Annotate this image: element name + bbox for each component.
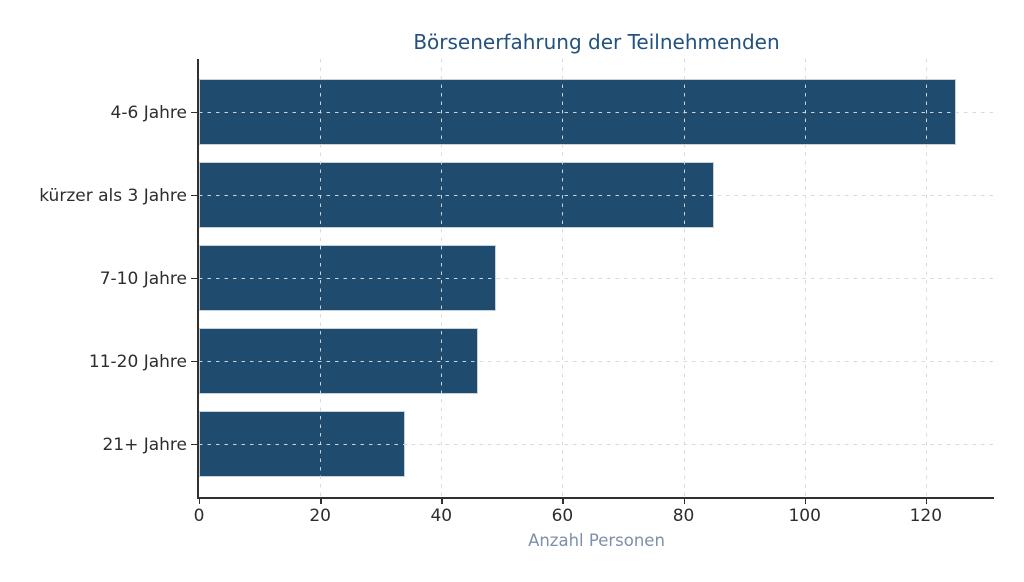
x-tick-mark: [562, 498, 564, 504]
x-tick-label: 60: [551, 506, 574, 526]
y-tick-mark: [191, 360, 197, 363]
grid-line-horizontal: [199, 360, 994, 362]
y-tick-label: 11-20 Jahre: [88, 351, 187, 372]
x-axis-spine: [197, 496, 994, 499]
x-tick-label: 80: [672, 506, 695, 526]
x-axis-label: Anzahl Personen: [528, 531, 665, 550]
y-tick-label: 7-10 Jahre: [99, 269, 187, 289]
x-tick-label: 0: [193, 506, 205, 526]
y-tick-mark: [191, 443, 197, 446]
x-tick-label: 20: [309, 506, 331, 526]
y-tick-label: kürzer als 3 Jahre: [39, 186, 187, 207]
y-tick-mark: [191, 112, 197, 114]
x-tick-mark: [925, 498, 928, 504]
y-tick-label: 21+ Jahre: [102, 434, 187, 455]
y-tick-mark: [191, 195, 197, 197]
x-tick-label: 120: [909, 506, 943, 526]
y-tick-mark: [191, 278, 197, 280]
grid-line-horizontal: [199, 112, 994, 114]
bar: [199, 327, 478, 395]
grid-line-horizontal: [199, 278, 994, 279]
x-tick-mark: [804, 498, 807, 504]
x-tick-label: 100: [788, 506, 821, 526]
y-tick-label: 4-6 Jahre: [110, 103, 187, 124]
y-axis-spine: [197, 59, 200, 499]
x-tick-mark: [441, 498, 443, 504]
chart-title: Börsenerfahrung der Teilnehmenden: [413, 30, 780, 54]
bar: [199, 244, 496, 312]
bar: [199, 410, 405, 478]
x-tick-label: 40: [430, 506, 453, 526]
grid-line-horizontal: [199, 195, 994, 197]
x-tick-mark: [683, 498, 685, 504]
x-tick-mark: [320, 498, 322, 504]
x-tick-mark: [199, 498, 201, 504]
grid-line-horizontal: [199, 443, 994, 445]
